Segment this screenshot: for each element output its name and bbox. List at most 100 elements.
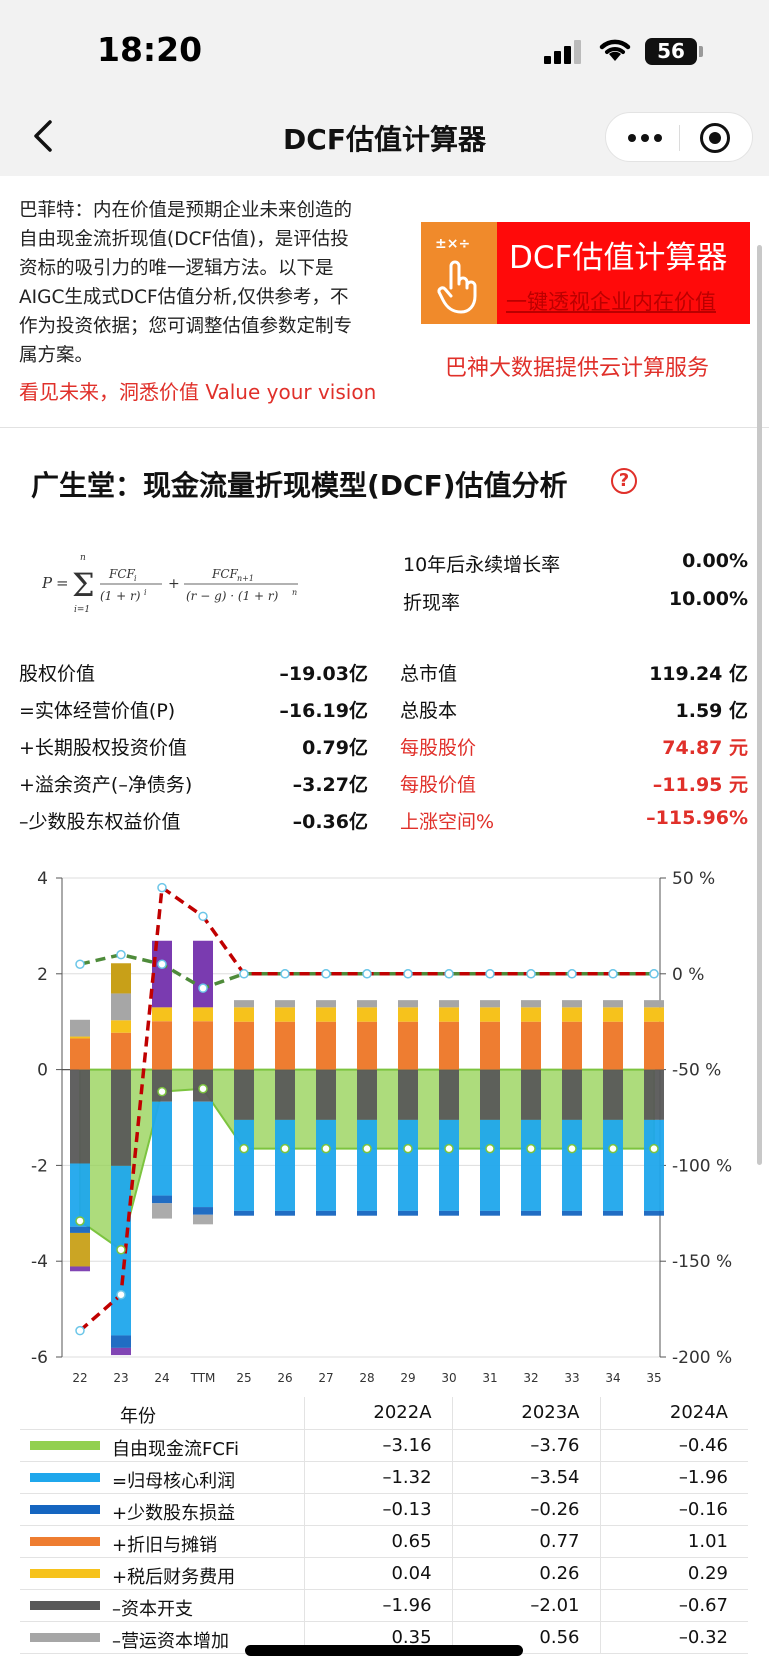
bar-segment-tax	[234, 1007, 254, 1022]
green-dashed-line-point	[157, 959, 167, 969]
bar-segment-core	[275, 1119, 295, 1211]
red-dashed-line-point	[321, 969, 331, 979]
page-title: DCF估值计算器	[283, 123, 486, 156]
row-label: –资本开支	[20, 1589, 305, 1622]
more-options-icon[interactable]	[626, 123, 666, 153]
row-label-text: +税后财务费用	[112, 1566, 236, 1588]
table-header-row: 年份 2022A 2023A 2024A	[20, 1397, 748, 1430]
y-tick-label: 0	[37, 1061, 48, 1081]
x-tick-label: 32	[523, 1371, 538, 1385]
bar-segment-tax	[439, 1007, 459, 1022]
share-price-label: 每股股价	[400, 737, 477, 759]
upside-label: 上涨空间%	[400, 811, 495, 833]
fcf-table: 年份 2022A 2023A 2024A 自由现金流FCFi –3.16 –3.76…	[20, 1397, 748, 1654]
growth-rate-value[interactable]: 0.00%	[682, 550, 748, 572]
table-row: +折旧与摊销 0.65 0.77 1.01	[20, 1525, 748, 1558]
bar-segment-minor	[357, 1210, 377, 1216]
bar-segment-wc_pos	[439, 1000, 459, 1008]
svg-text:n: n	[292, 588, 297, 597]
close-miniprogram-icon[interactable]	[700, 123, 730, 153]
lt-equity-investment-value: 0.79亿	[302, 737, 368, 759]
svg-text:i=1: i=1	[74, 605, 90, 615]
table-row: 自由现金流FCFi –3.16 –3.76 –0.46	[20, 1429, 748, 1462]
row-label: +税后财务费用	[20, 1557, 305, 1590]
bar-segment-tax	[521, 1007, 541, 1022]
intro-text: 巴菲特：内在价值是预期企业未来创造的 自由现金流折现值(DCF估值)，是评估投 …	[19, 196, 404, 370]
bar-segment-minor	[275, 1210, 295, 1216]
table-row: =归母核心利润 –1.32 –3.54 –1.96	[20, 1461, 748, 1494]
table-cell: –2.01	[451, 1589, 600, 1622]
bar-segment-purple	[152, 940, 172, 1008]
scrollbar[interactable]	[757, 245, 762, 1165]
x-tick-label: 27	[318, 1371, 333, 1385]
legend-swatch	[30, 1504, 100, 1514]
row-label: =归母核心利润	[20, 1461, 305, 1494]
bar-segment-tax	[398, 1007, 418, 1022]
bar-segment-minor	[644, 1210, 664, 1216]
table-header-col: 2022A	[303, 1397, 453, 1430]
market-cap-value: 119.24 亿	[649, 663, 748, 685]
bar-segment-tax	[193, 1007, 213, 1022]
home-indicator[interactable]	[245, 1645, 523, 1656]
intro-line: 作为投资依据；您可调整估值参数定制专	[19, 316, 353, 337]
discount-rate-value[interactable]: 10.00%	[668, 588, 748, 610]
help-icon[interactable]: ?	[611, 468, 637, 494]
bar-segment-core	[152, 1101, 172, 1196]
bar-segment-tax	[480, 1007, 500, 1022]
fcf-point	[403, 1143, 413, 1154]
bar-segment-wc_pos	[70, 1019, 90, 1037]
fcf-point	[567, 1143, 577, 1154]
bar-segment-core	[316, 1119, 336, 1211]
y2-tick-label: -50 %	[672, 1061, 721, 1081]
bar-segment-dep	[644, 1021, 664, 1070]
svg-text:n: n	[80, 553, 86, 563]
red-dashed-line-point	[239, 969, 249, 979]
table-cell: –0.16	[599, 1493, 748, 1526]
table-header-col: 2024A	[599, 1397, 748, 1430]
bar-segment-gold	[111, 963, 131, 994]
y2-tick-label: -200 %	[672, 1348, 732, 1368]
y2-tick-label: 50 %	[672, 869, 715, 889]
row-label-text: –资本开支	[112, 1598, 193, 1620]
bar-segment-tax	[562, 1007, 582, 1022]
svg-text:FCF: FCF	[108, 567, 136, 581]
slogan-text: 看见未来，洞悉价值 Value your vision	[19, 380, 377, 404]
bar-segment-capex	[316, 1069, 336, 1120]
legend-swatch	[30, 1632, 100, 1642]
bar-segment-minor	[316, 1210, 336, 1216]
red-dashed-line-point	[567, 969, 577, 979]
fcf-point	[75, 1216, 85, 1226]
banner-subtitle: 一键透视企业内在价值	[506, 290, 716, 314]
y-tick-label: -4	[31, 1252, 48, 1272]
analysis-heading: 广生堂：现金流量折现模型(DCF)估值分析	[31, 469, 568, 502]
bar-segment-capex	[480, 1069, 500, 1120]
x-tick-label: 22	[72, 1371, 87, 1385]
table-cell: 0.65	[303, 1525, 453, 1558]
svg-text:Σ: Σ	[72, 566, 95, 604]
bar-segment-capex	[152, 1069, 172, 1102]
battery-icon: 56	[645, 38, 697, 65]
fcf-point	[280, 1143, 290, 1154]
bar-segment-core	[644, 1119, 664, 1211]
bar-segment-capex	[439, 1069, 459, 1120]
row-label-text: 自由现金流FCFi	[112, 1438, 239, 1460]
table-cell: –0.32	[599, 1621, 748, 1654]
bar-segment-minor	[70, 1226, 90, 1233]
mini-program-capsule	[605, 112, 753, 162]
bar-segment-minor	[603, 1210, 623, 1216]
bar-segment-capex	[562, 1069, 582, 1120]
red-dashed-line-point	[444, 969, 454, 979]
back-icon[interactable]	[26, 114, 66, 158]
y-tick-label: -2	[31, 1156, 48, 1176]
red-dashed-line-point	[198, 911, 208, 922]
minority-interest-label: –少数股东权益价值	[19, 811, 181, 833]
dcf-calculator-banner[interactable]: ±×÷ DCF估值计算器 一键透视企业内在价值	[421, 222, 750, 324]
red-dashed-line-point	[526, 969, 536, 979]
bar-segment-minor	[152, 1195, 172, 1204]
table-cell: –0.67	[599, 1589, 748, 1622]
x-tick-label: 24	[154, 1371, 169, 1385]
math-operators: ±×÷	[435, 236, 471, 252]
table-cell: 0.77	[451, 1525, 600, 1558]
bar-segment-wc_neg	[193, 1214, 213, 1225]
red-dashed-line-point	[403, 969, 413, 979]
